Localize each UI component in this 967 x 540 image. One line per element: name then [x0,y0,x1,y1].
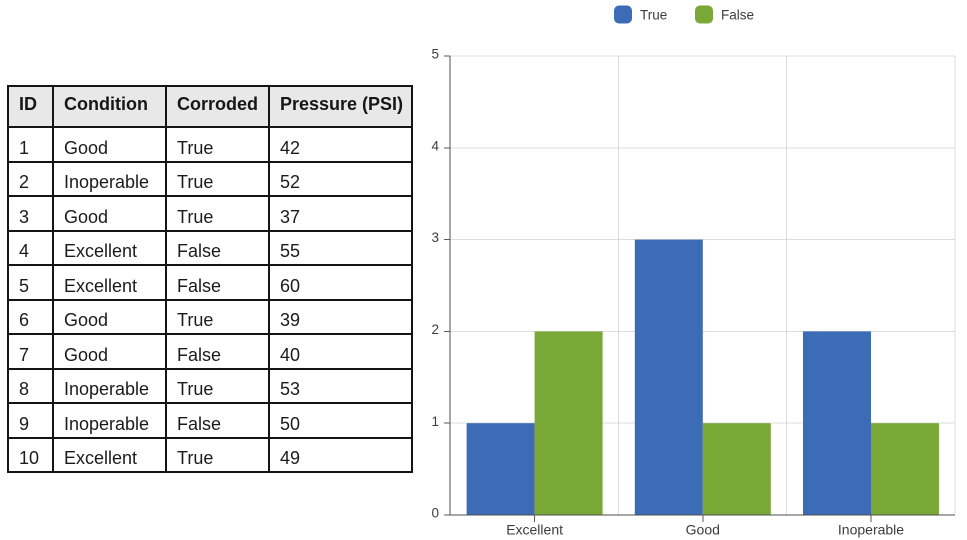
svg-text:Good: Good [686,522,720,538]
svg-text:True: True [640,8,667,23]
svg-text:0: 0 [431,506,439,521]
svg-text:Excellent: Excellent [506,522,563,538]
svg-text:1: 1 [431,414,439,429]
svg-text:2: 2 [431,322,439,337]
svg-text:4: 4 [431,138,439,153]
svg-text:3: 3 [431,230,439,245]
svg-text:False: False [721,8,754,23]
svg-text:5: 5 [431,47,439,62]
svg-text:Inoperable: Inoperable [838,522,904,538]
